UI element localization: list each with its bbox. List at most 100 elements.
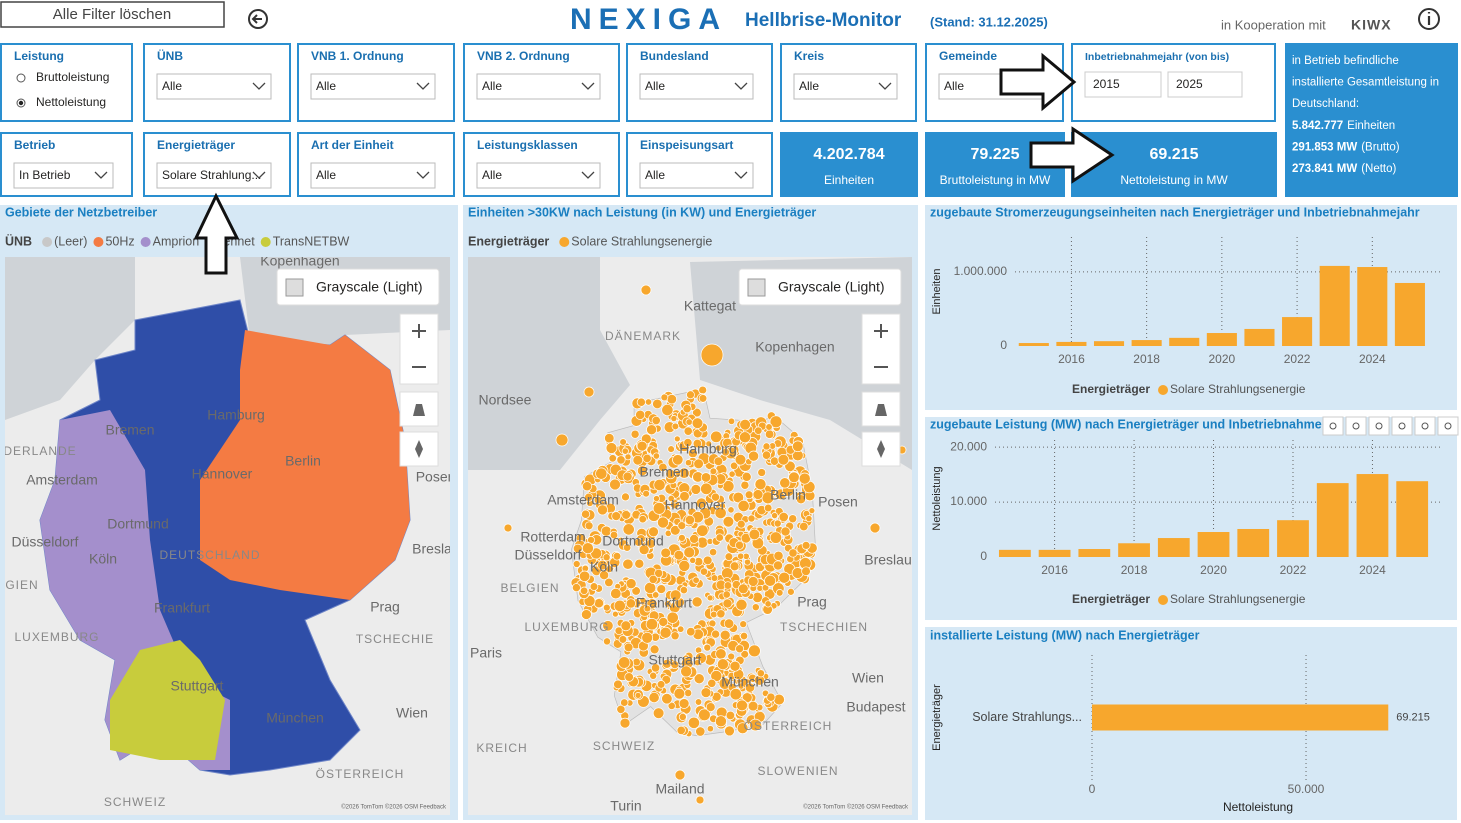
bar <box>1357 267 1388 346</box>
back-icon <box>251 14 262 24</box>
unit-dot <box>613 679 623 690</box>
map-label: Turin <box>610 798 641 814</box>
unit-dot <box>689 534 699 544</box>
unit-dot <box>709 467 718 476</box>
unit-dot <box>747 514 756 523</box>
map-label: Rotterdam <box>520 529 585 545</box>
year-input[interactable] <box>1167 71 1243 98</box>
unit-dot <box>620 698 629 707</box>
unit-dot <box>692 576 700 584</box>
map-label: Amsterdam <box>547 492 619 508</box>
chevron <box>252 171 266 179</box>
back-button[interactable] <box>248 9 268 29</box>
dropdown[interactable] <box>639 162 754 189</box>
unit-dot <box>761 450 772 460</box>
map-label: Poser <box>416 469 453 485</box>
unit-dot <box>648 526 659 538</box>
dropdown[interactable] <box>476 162 601 189</box>
x-tick-label: 2024 <box>1359 563 1386 577</box>
bar <box>1282 317 1313 346</box>
filter-label: Betrieb <box>14 138 55 152</box>
unit-dot <box>683 438 693 448</box>
unit-dot <box>622 523 635 536</box>
unit-dot <box>787 587 795 596</box>
unit-dot <box>687 716 700 729</box>
unit-dot <box>589 582 599 591</box>
clear-filters-button[interactable] <box>0 1 225 28</box>
dropdown[interactable] <box>639 73 754 100</box>
water <box>690 257 912 470</box>
unit-dot <box>788 514 798 524</box>
toolbar-button[interactable] <box>1368 416 1390 436</box>
unit-dot <box>654 568 664 578</box>
unit-dot <box>555 433 569 447</box>
dropdown[interactable] <box>310 162 436 189</box>
bar <box>1316 483 1349 557</box>
style-button[interactable] <box>276 268 440 306</box>
dropdown-value: Alle <box>799 79 819 93</box>
unit-dot <box>603 637 611 646</box>
unit-dot <box>796 494 806 505</box>
unit-dot <box>769 415 783 429</box>
y-tick-label: 0 <box>1000 338 1007 352</box>
bar <box>1131 340 1162 346</box>
map-label: München <box>266 710 324 726</box>
unit-dot <box>678 559 691 572</box>
unit-dot <box>716 658 729 671</box>
year-input[interactable] <box>1084 71 1162 98</box>
unit-dot <box>808 507 816 514</box>
unit-dot <box>684 688 693 698</box>
unit-dot <box>597 559 608 571</box>
map-label: Kopenhagen <box>260 253 339 269</box>
unit-dot <box>605 442 618 454</box>
toolbar-button[interactable] <box>1345 416 1367 436</box>
toolbar-button[interactable] <box>1322 416 1344 436</box>
unit-dot <box>678 712 687 721</box>
style-button[interactable] <box>738 268 902 306</box>
filter-label: Leistungsklassen <box>477 138 578 152</box>
unit-dot <box>645 618 659 631</box>
dropdown[interactable] <box>156 162 272 189</box>
bar <box>1394 282 1425 346</box>
unit-dot <box>636 397 646 407</box>
dropdown[interactable] <box>793 73 898 100</box>
toolbar-button[interactable] <box>1391 416 1413 436</box>
map-attribution: ©2026 TomTom ©2026 OSM Feedback <box>341 804 447 811</box>
x-tick-label: 2022 <box>1284 352 1311 366</box>
dropdown[interactable] <box>476 73 601 100</box>
unit-dot <box>702 555 713 566</box>
unit-dot <box>685 418 693 426</box>
unit-dot <box>740 650 749 659</box>
unit-dot <box>707 678 717 688</box>
chevron <box>734 171 748 179</box>
kpi-label: Einheiten <box>824 173 874 187</box>
y-axis-label: Einheiten <box>931 269 943 315</box>
unit-dot <box>625 598 636 609</box>
panel-title: Gebiete der Netzbetreiber <box>5 205 157 219</box>
x-tick-label: 2018 <box>1121 563 1148 577</box>
unit-dot <box>581 542 594 555</box>
unit-dot <box>714 715 727 728</box>
unit-dot <box>652 452 660 460</box>
unit-dot <box>727 417 736 425</box>
toolbar-button[interactable] <box>1414 416 1436 436</box>
dropdown[interactable] <box>156 73 272 100</box>
unit-dot <box>610 587 622 600</box>
x-tick-label: 2016 <box>1058 352 1085 366</box>
legend-label: Amprion <box>153 234 200 248</box>
unit-dot <box>715 533 724 542</box>
unit-dot <box>739 418 751 431</box>
unit-dot <box>609 530 619 540</box>
unit-dot <box>747 700 759 712</box>
dropdown[interactable] <box>13 162 114 189</box>
visual-toolbar <box>1322 416 1459 436</box>
info-button[interactable] <box>1418 8 1440 30</box>
dropdown[interactable] <box>310 73 436 100</box>
radio-button[interactable] <box>16 73 26 83</box>
map-label: Bresla <box>412 541 452 557</box>
toolbar-button[interactable] <box>1437 416 1459 436</box>
y-tick-label: Solare Strahlungs... <box>972 710 1082 724</box>
unit-dot <box>616 704 626 714</box>
unit-dot <box>698 394 708 403</box>
